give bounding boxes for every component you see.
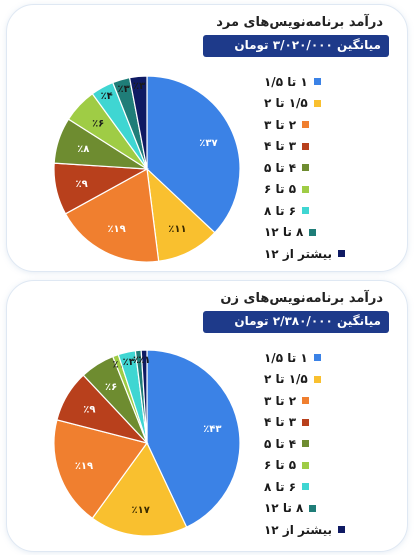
- slice-value-label: ٪۱۹: [107, 224, 125, 235]
- chart-title: درآمد برنامه‌نویس‌های زن: [220, 291, 383, 306]
- women-income-legend: ۱ تا ۱/۵ ۱/۵ تا ۲ ۲ تا ۳ ۳ تا ۴ ۴ تا ۵ ۵ تا ۶…: [264, 347, 345, 541]
- legend-label: ۴ تا ۵: [263, 436, 297, 451]
- legend-swatch: [302, 397, 310, 405]
- legend-label: ۶ تا ۸: [263, 203, 297, 218]
- average-banner: میانگین ۲/۳۸۰/۰۰۰ تومان: [203, 311, 389, 333]
- legend-swatch: [302, 461, 310, 469]
- slice-value-label: ٪۱۷: [132, 505, 150, 516]
- legend-swatch: [302, 440, 310, 448]
- slice-value-label: ٪۸: [77, 144, 89, 155]
- slice-value-label: ٪۴۳: [203, 424, 221, 435]
- legend-swatch: [313, 375, 321, 383]
- legend-label: ۱/۵ تا ۲: [263, 96, 308, 111]
- legend-label: بیشتر از ۱۲: [263, 246, 332, 261]
- legend-label: ۱ تا ۱/۵: [263, 74, 308, 89]
- slice-value-label: ٪۶: [92, 119, 104, 130]
- slice-value-label: ٪۱: [138, 355, 150, 366]
- legend-swatch: [309, 228, 317, 236]
- legend-swatch: [302, 164, 310, 172]
- slice-value-label: ٪۳۷: [199, 138, 217, 149]
- legend-swatch: [302, 185, 310, 193]
- legend-label: ۱ تا ۱/۵: [263, 350, 308, 365]
- legend-swatch: [313, 78, 321, 86]
- legend-swatch: [338, 526, 345, 534]
- legend-label: ۱/۵ تا ۲: [263, 372, 308, 387]
- legend-swatch: [338, 250, 345, 258]
- pie-slice: [146, 349, 241, 528]
- pie-slice: [146, 75, 241, 234]
- slice-value-label: ٪۶: [105, 382, 117, 393]
- legend-item: ۳ تا ۴: [264, 412, 345, 434]
- legend-label: ۸ تا ۱۲: [263, 501, 304, 516]
- legend-swatch: [302, 121, 310, 129]
- legend-item: ۱ تا ۱/۵: [264, 347, 345, 369]
- legend-item: ۳ تا ۴: [264, 136, 345, 158]
- slice-value-label: ٪۳: [133, 81, 145, 92]
- legend-item: ۱/۵ تا ۲: [264, 93, 345, 115]
- legend-label: ۸ تا ۱۲: [263, 225, 304, 240]
- chart-title: درآمد برنامه‌نویس‌های مرد: [216, 15, 383, 30]
- slice-value-label: ٪۹: [83, 404, 95, 415]
- legend-swatch: [302, 418, 310, 426]
- legend-item: ۶ تا ۸: [264, 200, 345, 222]
- legend-swatch: [313, 99, 321, 107]
- pie-slice: [64, 168, 160, 263]
- pie-slice: [128, 75, 148, 170]
- slice-value-label: ٪۳: [123, 357, 135, 368]
- legend-label: بیشتر از ۱۲: [263, 522, 332, 537]
- legend-swatch: [302, 207, 310, 215]
- slice-value-label: ٪۴: [101, 91, 113, 102]
- legend-item: ۱ تا ۱/۵: [264, 71, 345, 93]
- legend-item: ۱/۵ تا ۲: [264, 369, 345, 391]
- legend-item: ۵ تا ۶: [264, 455, 345, 477]
- women-income-pie-chart: ٪۴۳٪۱۷٪۱۹٪۹٪۶٪۱٪۳٪۱٪۱: [53, 349, 241, 537]
- slice-value-label: ٪۱۱: [168, 224, 186, 235]
- legend-label: ۵ تا ۶: [263, 458, 297, 473]
- slice-value-label: ٪۱: [113, 360, 125, 371]
- legend-label: ۲ تا ۳: [263, 117, 297, 132]
- men-income-card: درآمد برنامه‌نویس‌های مرد میانگین ۳/۰۲۰/…: [6, 4, 408, 272]
- legend-label: ۲ تا ۳: [263, 393, 297, 408]
- legend-item: ۴ تا ۵: [264, 157, 345, 179]
- legend-item: ۶ تا ۸: [264, 476, 345, 498]
- slice-value-label: ٪۱۹: [75, 461, 93, 472]
- slice-value-label: ٪۳: [118, 84, 130, 95]
- pie-slice: [91, 441, 188, 537]
- legend-item: ۲ تا ۳: [264, 390, 345, 412]
- legend-item: ۴ تا ۵: [264, 433, 345, 455]
- legend-swatch: [302, 142, 310, 150]
- pie-slice: [53, 419, 149, 520]
- slice-value-label: ٪۹: [76, 179, 88, 190]
- legend-item: ۸ تا ۱۲: [264, 498, 345, 520]
- legend-label: ۳ تا ۴: [263, 139, 297, 154]
- legend-label: ۴ تا ۵: [263, 160, 297, 175]
- legend-label: ۶ تا ۸: [263, 479, 297, 494]
- men-income-legend: ۱ تا ۱/۵ ۱/۵ تا ۲ ۲ تا ۳ ۳ تا ۴ ۴ تا ۵ ۵ تا ۶…: [264, 71, 345, 265]
- legend-swatch: [309, 504, 317, 512]
- legend-swatch: [313, 354, 321, 362]
- pie-slice: [140, 349, 148, 444]
- legend-item: ۲ تا ۳: [264, 114, 345, 136]
- women-income-card: درآمد برنامه‌نویس‌های زن میانگین ۲/۳۸۰/۰…: [6, 280, 408, 552]
- slice-value-label: ٪۱: [133, 355, 145, 366]
- legend-label: ۵ تا ۶: [263, 182, 297, 197]
- legend-item: ۵ تا ۶: [264, 179, 345, 201]
- legend-label: ۳ تا ۴: [263, 415, 297, 430]
- legend-item: بیشتر از ۱۲: [264, 519, 345, 541]
- legend-item: بیشتر از ۱۲: [264, 243, 345, 265]
- average-banner: میانگین ۳/۰۲۰/۰۰۰ تومان: [203, 35, 389, 57]
- men-income-pie-chart: ٪۳۷ ٪۱۱ ٪۱۹ ٪۹ ٪۸ ٪۶ ٪۴ ٪۳ ٪۳: [53, 75, 241, 263]
- legend-swatch: [302, 483, 310, 491]
- legend-item: ۸ تا ۱۲: [264, 222, 345, 244]
